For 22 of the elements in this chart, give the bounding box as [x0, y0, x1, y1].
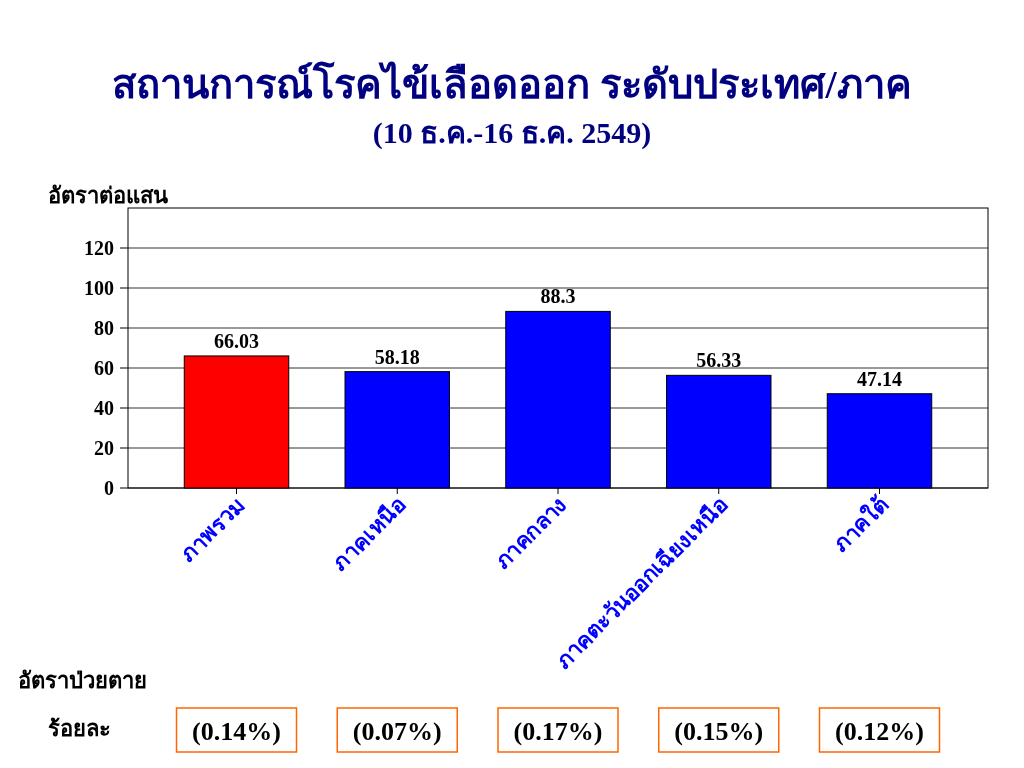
chart-title: สถานการณ์โรคไข้เลือดออก ระดับประเทศ/ภาค [112, 61, 912, 107]
y-tick-label: 0 [104, 477, 114, 499]
data-label: 66.03 [214, 329, 259, 352]
y-tick-label: 120 [84, 237, 114, 259]
y-tick-label: 20 [94, 437, 114, 459]
text: (0.17%) [513, 717, 603, 746]
y-tick-label: 80 [94, 317, 114, 339]
text: ร้อยละ [48, 716, 111, 741]
y-axis-title: อัตราต่อแสน [48, 183, 168, 208]
y-tick-label: 60 [94, 357, 114, 379]
data-label: 56.33 [696, 349, 742, 372]
text: อัตราป่วยตาย [18, 668, 147, 693]
text: (0.07%) [352, 717, 442, 746]
data-label: 58.18 [374, 345, 420, 368]
data-label: 88.3 [540, 285, 576, 308]
y-tick-label: 100 [84, 277, 114, 299]
text: (0.12%) [835, 717, 924, 746]
chart-subtitle: (10 ธ.ค.-16 ธ.ค. 2549) [372, 116, 652, 150]
text: (0.15%) [674, 717, 764, 746]
text: (0.14%) [192, 717, 281, 746]
y-tick-label: 40 [94, 397, 114, 419]
data-label: 47.14 [857, 367, 902, 390]
